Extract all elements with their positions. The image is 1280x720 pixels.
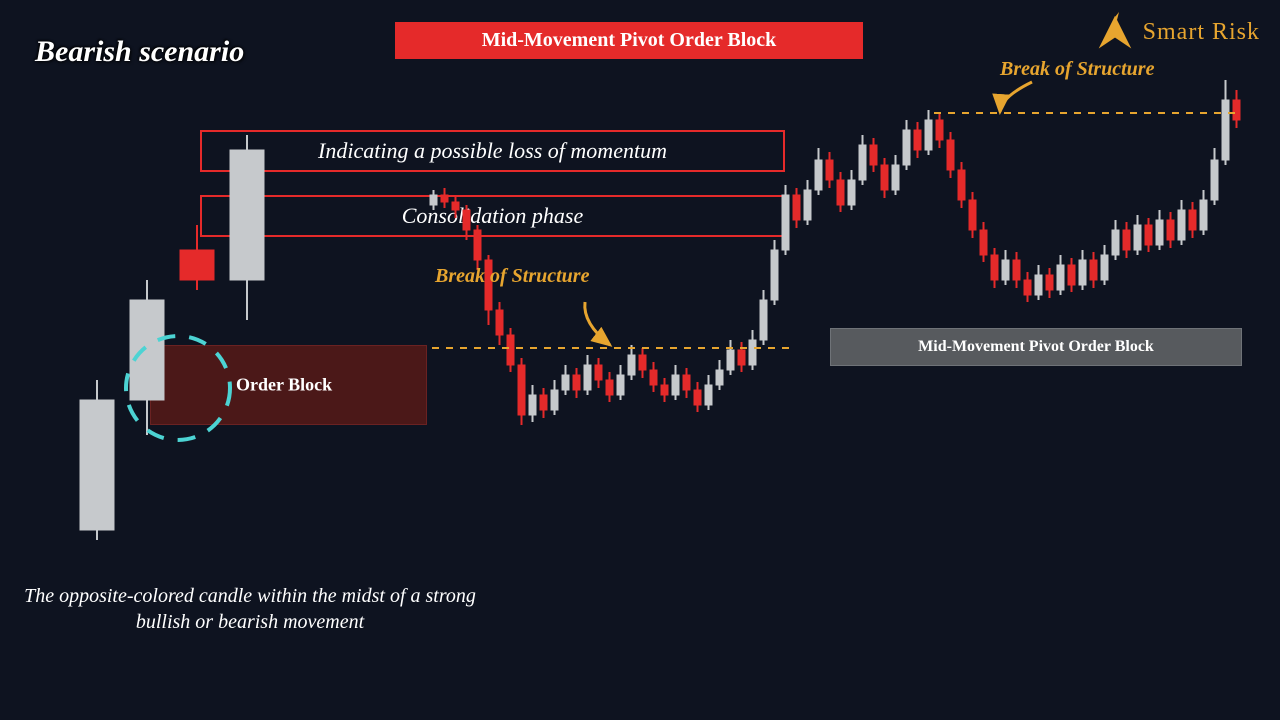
bos-left-label: Break of Structure — [435, 265, 589, 288]
stage: Smart Risk Mid-Movement Pivot Order Bloc… — [0, 0, 1280, 720]
footer-note: The opposite-colored candle within the m… — [20, 583, 480, 635]
bos-right-label: Break of Structure — [1000, 58, 1154, 81]
